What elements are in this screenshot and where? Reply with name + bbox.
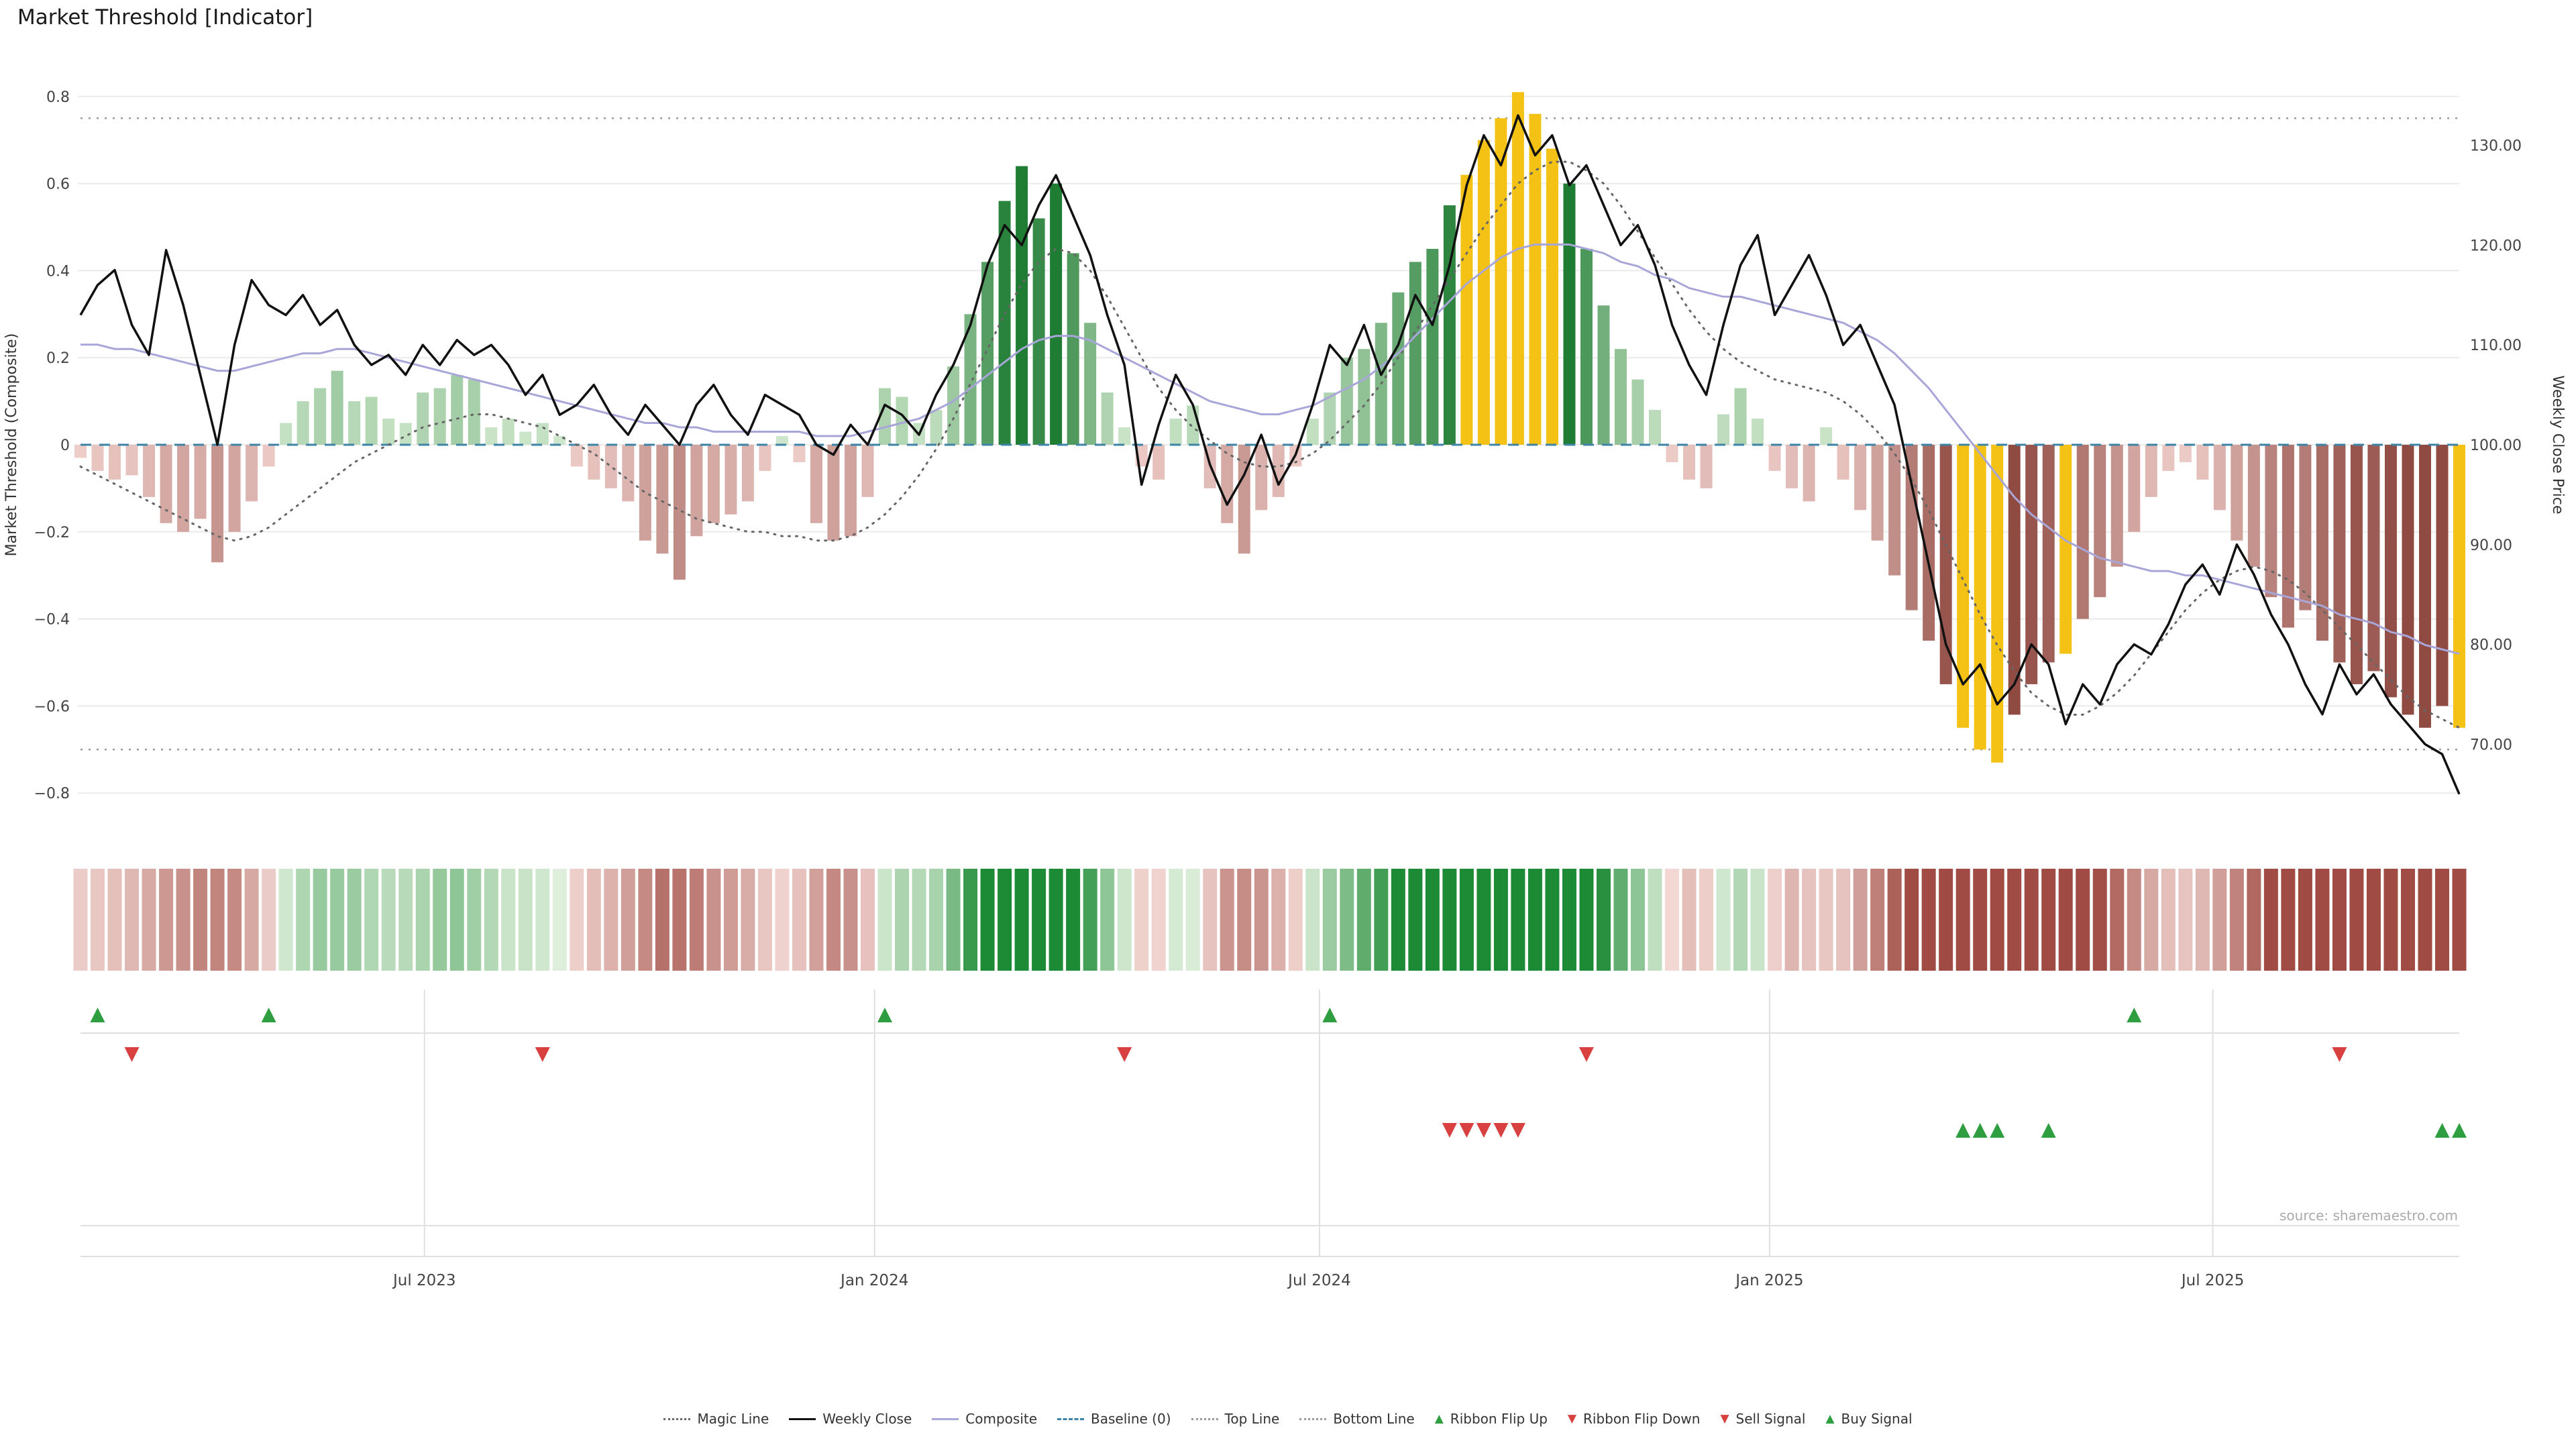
svg-text:0.6: 0.6 — [46, 176, 70, 193]
dotted-line-swatch — [1191, 1417, 1218, 1420]
legend-label: Magic Line — [697, 1411, 769, 1427]
legend-label: Baseline (0) — [1091, 1411, 1171, 1427]
legend-item-buy-signal: ▲ Buy Signal — [1825, 1411, 1912, 1427]
svg-text:−0.6: −0.6 — [34, 698, 70, 715]
legend-item-magic-line: Magic Line — [663, 1411, 769, 1427]
dotted-line-swatch — [663, 1417, 691, 1420]
chart-legend: Magic Line Weekly Close Composite Baseline … — [0, 1411, 2576, 1427]
legend-item-baseline-0-: Baseline (0) — [1057, 1411, 1171, 1427]
buy-signal-markers — [1955, 1123, 2467, 1138]
svg-text:Jan 2024: Jan 2024 — [839, 1272, 908, 1289]
svg-text:110.00: 110.00 — [2470, 337, 2522, 354]
weekly-close-line — [79, 114, 2461, 795]
ribbon-strip — [73, 869, 2467, 971]
svg-text:Jul 2024: Jul 2024 — [1287, 1272, 1351, 1289]
legend-label: Ribbon Flip Down — [1583, 1411, 1701, 1427]
legend-label: Buy Signal — [1841, 1411, 1913, 1427]
legend-label: Top Line — [1224, 1411, 1280, 1427]
legend-item-composite: Composite — [932, 1411, 1037, 1427]
svg-text:120.00: 120.00 — [2470, 237, 2522, 254]
source-note: source: sharemaestro.com — [2279, 1208, 2458, 1224]
svg-text:−0.4: −0.4 — [34, 612, 70, 629]
ribbon-flip-down-markers — [124, 1047, 2347, 1062]
signal-panel-grid — [80, 989, 2459, 1257]
legend-item-weekly-close: Weekly Close — [789, 1411, 912, 1427]
legend-label: Sell Signal — [1735, 1411, 1806, 1427]
svg-text:Jul 2025: Jul 2025 — [2180, 1272, 2245, 1289]
legend-item-top-line: Top Line — [1191, 1411, 1280, 1427]
left-axis: 0.8 0.6 0.4 0.2 0 −0.2 −0.4 −0.6 −0.8 Market Thre… — [3, 89, 70, 802]
legend-item-ribbon-flip-up: ▲ Ribbon Flip Up — [1435, 1411, 1548, 1427]
triangle-down-icon: ▼ — [1720, 1411, 1729, 1426]
composite-line — [80, 244, 2460, 655]
triangle-up-icon: ▲ — [1825, 1411, 1835, 1426]
legend-label: Bottom Line — [1333, 1411, 1415, 1427]
svg-text:Jan 2025: Jan 2025 — [1734, 1272, 1803, 1289]
legend-item-ribbon-flip-down: ▼ Ribbon Flip Down — [1568, 1411, 1701, 1427]
right-axis: 130.00 120.00 110.00 100.00 90.00 80.00 70.00 W… — [2470, 138, 2566, 754]
triangle-down-icon: ▼ — [1567, 1411, 1576, 1426]
sell-signal-markers — [1442, 1123, 1525, 1138]
svg-text:80.00: 80.00 — [2470, 637, 2512, 654]
dotted-line-swatch — [1299, 1417, 1327, 1420]
legend-label: Composite — [965, 1411, 1038, 1427]
triangle-up-icon: ▲ — [1434, 1411, 1444, 1426]
legend-item-bottom-line: Bottom Line — [1299, 1411, 1415, 1427]
svg-text:0.4: 0.4 — [46, 263, 70, 280]
legend-label: Ribbon Flip Up — [1450, 1411, 1548, 1427]
top-bottom-lines — [80, 117, 2459, 751]
svg-text:−0.2: −0.2 — [34, 525, 70, 541]
svg-text:Jul 2023: Jul 2023 — [392, 1272, 456, 1289]
svg-text:130.00: 130.00 — [2470, 138, 2522, 155]
legend-item-sell-signal: ▼ Sell Signal — [1720, 1411, 1805, 1427]
legend-label: Weekly Close — [822, 1411, 912, 1427]
svg-text:−0.8: −0.8 — [34, 786, 70, 802]
svg-text:70.00: 70.00 — [2470, 737, 2512, 753]
svg-text:0.8: 0.8 — [46, 89, 70, 106]
svg-text:100.00: 100.00 — [2470, 437, 2522, 454]
svg-text:0: 0 — [60, 437, 70, 454]
svg-text:0.2: 0.2 — [46, 350, 70, 367]
x-axis-labels: Jul 2023 Jan 2024 Jul 2024 Jan 2025 Jul 2025 — [392, 1272, 2244, 1289]
ribbon-flip-up-markers — [90, 1008, 2142, 1022]
solid-line-swatch — [789, 1417, 816, 1420]
svg-text:Market Threshold (Composite): Market Threshold (Composite) — [3, 333, 20, 557]
svg-text:Weekly Close Price: Weekly Close Price — [2549, 376, 2566, 515]
page-title: Market Threshold [Indicator] — [17, 5, 313, 30]
solid-line-swatch — [932, 1417, 959, 1420]
dashed-line-swatch — [1057, 1417, 1085, 1420]
threshold-bars — [74, 92, 2465, 763]
svg-text:90.00: 90.00 — [2470, 537, 2512, 554]
